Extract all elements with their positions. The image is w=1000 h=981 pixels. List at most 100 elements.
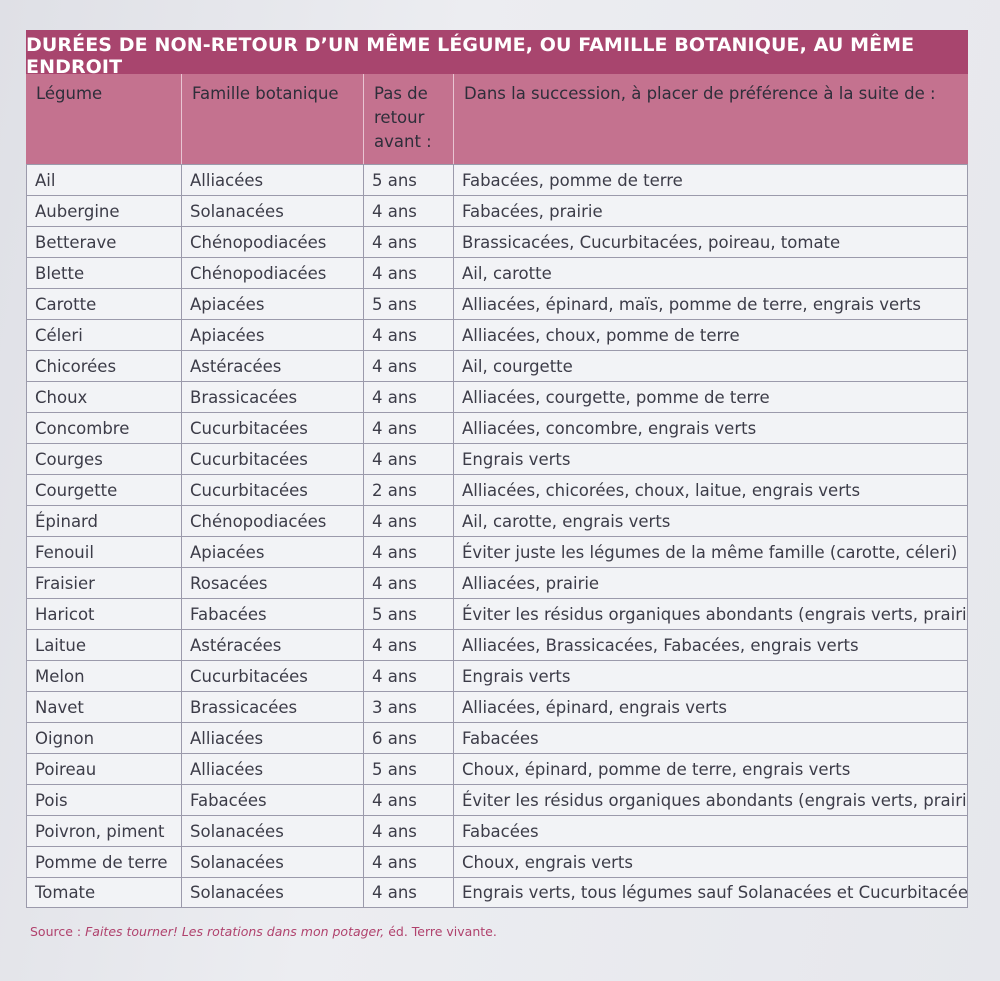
cell-famille: Solanacées — [182, 816, 364, 846]
cell-duree: 2 ans — [364, 475, 454, 505]
cell-succession: Alliacées, prairie — [454, 568, 968, 598]
cell-legume: Navet — [26, 692, 182, 722]
table-row: Aubergine Solanacées 4 ans Fabacées, prairi… — [26, 195, 968, 226]
cell-legume: Fraisier — [26, 568, 182, 598]
cell-famille: Alliacées — [182, 754, 364, 784]
cell-duree: 4 ans — [364, 506, 454, 536]
cell-famille: Cucurbitacées — [182, 413, 364, 443]
cell-succession: Éviter les résidus organiques abondants … — [454, 599, 968, 629]
cell-succession: Éviter juste les légumes de la même fami… — [454, 537, 968, 567]
cell-famille: Rosacées — [182, 568, 364, 598]
cell-legume: Choux — [26, 382, 182, 412]
table-row: Épinard Chénopodiacées 4 ans Ail, carotte, … — [26, 505, 968, 536]
cell-succession: Alliacées, épinard, maïs, pomme de terre… — [454, 289, 968, 319]
cell-succession: Ail, carotte — [454, 258, 968, 288]
cell-famille: Alliacées — [182, 165, 364, 195]
source-suffix: éd. Terre vivante. — [384, 924, 497, 939]
cell-famille: Brassicacées — [182, 692, 364, 722]
cell-famille: Apiacées — [182, 289, 364, 319]
table-row: Oignon Alliacées 6 ans Fabacées — [26, 722, 968, 753]
cell-legume: Fenouil — [26, 537, 182, 567]
cell-legume: Blette — [26, 258, 182, 288]
cell-succession: Alliacées, concombre, engrais verts — [454, 413, 968, 443]
table-row: Choux Brassicacées 4 ans Alliacées, courget… — [26, 381, 968, 412]
cell-legume: Courges — [26, 444, 182, 474]
table-row: Courgette Cucurbitacées 2 ans Alliacées, ch… — [26, 474, 968, 505]
cell-famille: Solanacées — [182, 878, 364, 907]
cell-legume: Haricot — [26, 599, 182, 629]
cell-duree: 4 ans — [364, 320, 454, 350]
cell-famille: Solanacées — [182, 847, 364, 877]
cell-legume: Aubergine — [26, 196, 182, 226]
cell-famille: Solanacées — [182, 196, 364, 226]
table-row: Concombre Cucurbitacées 4 ans Alliacées, co… — [26, 412, 968, 443]
cell-famille: Fabacées — [182, 785, 364, 815]
cell-legume: Pois — [26, 785, 182, 815]
cell-legume: Poivron, piment — [26, 816, 182, 846]
table-body: Ail Alliacées 5 ans Fabacées, pomme de terr… — [26, 164, 968, 908]
cell-succession: Fabacées — [454, 723, 968, 753]
cell-famille: Brassicacées — [182, 382, 364, 412]
cell-duree: 4 ans — [364, 630, 454, 660]
cell-duree: 5 ans — [364, 165, 454, 195]
header-succession: Dans la succession, à placer de préféren… — [464, 84, 936, 103]
cell-legume: Poireau — [26, 754, 182, 784]
cell-duree: 4 ans — [364, 351, 454, 381]
table-row: Navet Brassicacées 3 ans Alliacées, épinard… — [26, 691, 968, 722]
table-row: Blette Chénopodiacées 4 ans Ail, carotte — [26, 257, 968, 288]
table-row: Carotte Apiacées 5 ans Alliacées, épinard, … — [26, 288, 968, 319]
cell-duree: 4 ans — [364, 816, 454, 846]
table-row: Betterave Chénopodiacées 4 ans Brassicacées… — [26, 226, 968, 257]
cell-succession: Fabacées, pomme de terre — [454, 165, 968, 195]
header-legume: Légume — [26, 74, 182, 164]
cell-succession: Engrais verts — [454, 661, 968, 691]
cell-legume: Ail — [26, 165, 182, 195]
cell-duree: 4 ans — [364, 847, 454, 877]
header-pas-line2: retour — [374, 108, 425, 127]
header-pas-line1: Pas de — [374, 84, 428, 103]
cell-duree: 4 ans — [364, 227, 454, 257]
header-pas-line3: avant : — [374, 132, 432, 151]
cell-succession: Alliacées, chicorées, choux, laitue, eng… — [454, 475, 968, 505]
cell-duree: 4 ans — [364, 258, 454, 288]
table-row: Fenouil Apiacées 4 ans Éviter juste les lég… — [26, 536, 968, 567]
cell-duree: 4 ans — [364, 785, 454, 815]
cell-famille: Apiacées — [182, 320, 364, 350]
rotation-table: DURÉES DE NON-RETOUR D’UN MÊME LÉGUME, O… — [26, 30, 968, 908]
cell-famille: Apiacées — [182, 537, 364, 567]
cell-famille: Alliacées — [182, 723, 364, 753]
cell-duree: 5 ans — [364, 754, 454, 784]
table-row: Tomate Solanacées 4 ans Engrais verts, tous… — [26, 877, 968, 908]
cell-famille: Cucurbitacées — [182, 475, 364, 505]
cell-duree: 3 ans — [364, 692, 454, 722]
cell-famille: Astéracées — [182, 630, 364, 660]
cell-succession: Alliacées, choux, pomme de terre — [454, 320, 968, 350]
cell-legume: Oignon — [26, 723, 182, 753]
cell-famille: Fabacées — [182, 599, 364, 629]
cell-succession: Engrais verts, tous légumes sauf Solanac… — [454, 878, 968, 907]
cell-duree: 4 ans — [364, 878, 454, 907]
cell-legume: Courgette — [26, 475, 182, 505]
cell-legume: Tomate — [26, 878, 182, 907]
cell-succession: Alliacées, épinard, engrais verts — [454, 692, 968, 722]
cell-legume: Carotte — [26, 289, 182, 319]
table-row: Chicorées Astéracées 4 ans Ail, courgette — [26, 350, 968, 381]
cell-succession: Ail, courgette — [454, 351, 968, 381]
cell-legume: Pomme de terre — [26, 847, 182, 877]
table-header-row: Légume Famille botanique Pas de retour a… — [26, 74, 968, 164]
cell-duree: 5 ans — [364, 289, 454, 319]
cell-succession: Fabacées — [454, 816, 968, 846]
table-row: Courges Cucurbitacées 4 ans Engrais verts — [26, 443, 968, 474]
table-row: Melon Cucurbitacées 4 ans Engrais verts — [26, 660, 968, 691]
table-row: Poireau Alliacées 5 ans Choux, épinard, pom… — [26, 753, 968, 784]
cell-legume: Concombre — [26, 413, 182, 443]
table-row: Fraisier Rosacées 4 ans Alliacées, prairie — [26, 567, 968, 598]
cell-legume: Betterave — [26, 227, 182, 257]
cell-famille: Cucurbitacées — [182, 444, 364, 474]
cell-duree: 4 ans — [364, 568, 454, 598]
cell-succession: Alliacées, Brassicacées, Fabacées, engra… — [454, 630, 968, 660]
cell-succession: Brassicacées, Cucurbitacées, poireau, to… — [454, 227, 968, 257]
cell-duree: 4 ans — [364, 537, 454, 567]
cell-famille: Cucurbitacées — [182, 661, 364, 691]
